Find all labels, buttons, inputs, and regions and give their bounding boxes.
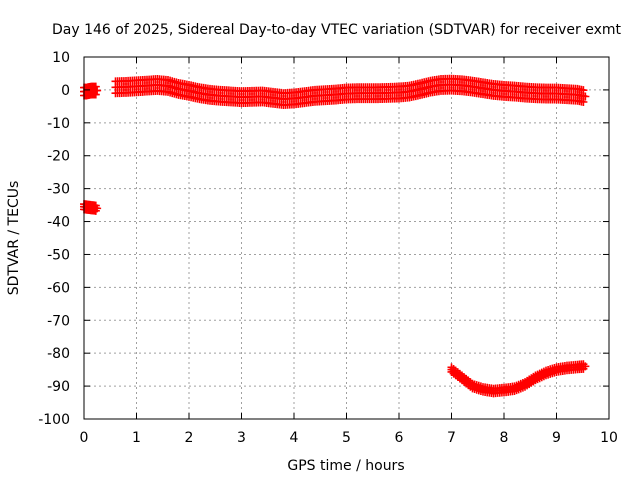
y-tick-label: -10 <box>47 116 70 132</box>
y-tick-label: -40 <box>47 215 70 231</box>
x-tick-label: 8 <box>500 430 509 446</box>
y-tick-label: -30 <box>47 182 70 198</box>
x-tick-label: 5 <box>342 430 351 446</box>
x-tick-label: 2 <box>185 430 194 446</box>
chart-title: Day 146 of 2025, Sidereal Day-to-day VTE… <box>52 22 622 38</box>
data-point <box>581 362 590 371</box>
y-tick-label: -20 <box>47 149 70 165</box>
data-point <box>93 86 102 95</box>
x-tick-label: 6 <box>395 430 404 446</box>
data-point <box>581 92 590 101</box>
x-tick-label: 9 <box>552 430 561 446</box>
x-tick-label: 1 <box>132 430 141 446</box>
x-tick-label: 0 <box>80 430 89 446</box>
y-tick-label: -90 <box>47 379 70 395</box>
x-tick-label: 3 <box>237 430 246 446</box>
y-tick-label: 10 <box>52 50 70 66</box>
x-tick-label: 10 <box>600 430 618 446</box>
y-tick-label: -70 <box>47 313 70 329</box>
data-point <box>91 90 100 99</box>
y-tick-label: 0 <box>61 83 70 99</box>
data-point <box>579 98 588 107</box>
y-tick-label: -100 <box>38 412 70 428</box>
y-tick-label: -60 <box>47 280 70 296</box>
y-axis-label: SDTVAR / TECUs <box>6 181 22 296</box>
ticks: 0 1 2 3 4 5 6 7 8 9 10 10 0 -10 -20 -30 -40 -50 -60 -70 -80 -… <box>38 50 618 446</box>
grid <box>84 57 609 419</box>
x-axis-label: GPS time / hours <box>287 458 404 474</box>
y-tick-label: -50 <box>47 247 70 263</box>
x-tick-label: 4 <box>290 430 299 446</box>
x-tick-label: 7 <box>447 430 456 446</box>
data-point <box>93 204 102 213</box>
y-tick-label: -80 <box>47 346 70 362</box>
data-layer <box>80 74 590 398</box>
